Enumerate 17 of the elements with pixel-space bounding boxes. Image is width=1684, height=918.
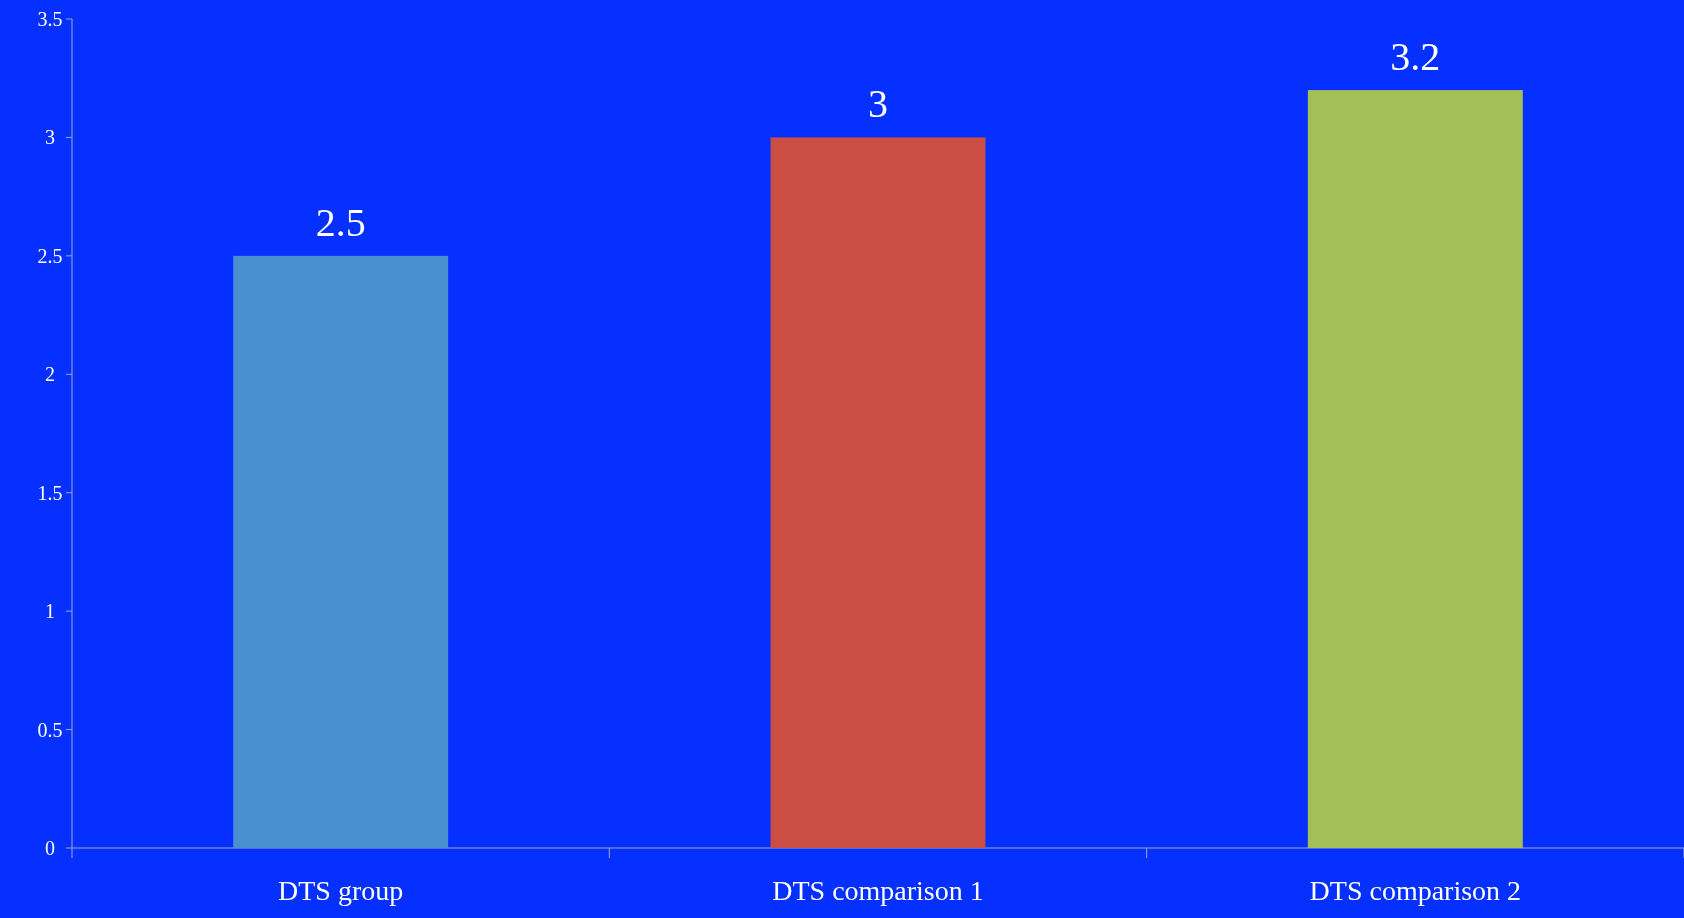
y-tick-label: 2.5 [37,244,63,267]
y-tick-label: 3.5 [37,8,63,30]
x-tick-label: DTS comparison 1 [772,875,984,906]
y-tick-label: 1.5 [37,481,63,504]
data-label: 2.5 [315,199,366,245]
y-tick-label: 2 [45,363,55,386]
x-tick-label: DTS comparison 2 [1309,875,1522,906]
bar [770,137,986,848]
y-tick-label: 1 [45,600,55,623]
data-label: 3 [868,81,888,127]
y-tick-label: 0 [45,837,55,859]
bar [233,255,449,848]
bar [1307,90,1523,848]
x-tick-label: DTS group [278,875,404,906]
data-label: 3.2 [1390,34,1441,80]
y-tick-label: 3 [45,126,55,149]
y-tick-label: 0.5 [37,718,63,741]
